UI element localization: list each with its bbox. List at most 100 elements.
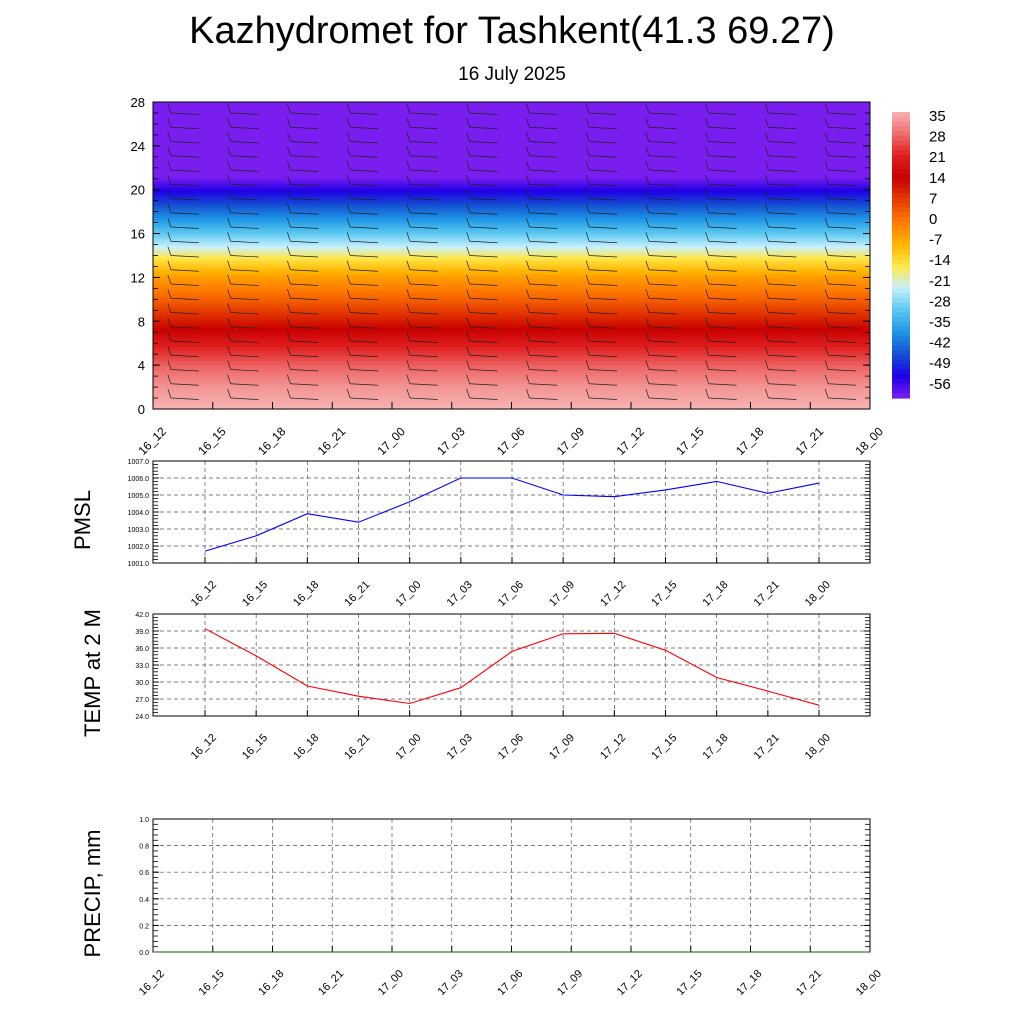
- heatmap-band: [153, 163, 870, 167]
- wind-barb-shaft: [170, 112, 199, 115]
- colorbar-swatch: [892, 393, 910, 399]
- wind-barb-flag: [645, 203, 650, 213]
- colorbar-swatch: [892, 340, 910, 347]
- wind-barb-flag: [824, 175, 829, 185]
- wind-barb-shaft: [290, 141, 319, 144]
- heatmap-band: [153, 165, 870, 170]
- wind-barb-flag: [167, 303, 172, 313]
- wind-barb-shaft: [350, 212, 379, 215]
- wind-barb-shaft: [170, 141, 199, 144]
- wind-barb: [227, 317, 259, 329]
- wind-barb-shaft: [290, 283, 319, 286]
- wind-barb-flag: [406, 388, 411, 399]
- heatmap-band: [153, 250, 870, 254]
- wind-barb-shaft: [828, 141, 857, 144]
- wind-barb: [526, 317, 558, 329]
- wind-barb: [466, 175, 498, 187]
- wind-barb-flag: [765, 374, 769, 384]
- heatmap-band: [153, 155, 870, 159]
- wind-barb-shaft: [469, 369, 498, 372]
- heatmap-band: [153, 125, 870, 129]
- wind-barb: [645, 132, 677, 144]
- wind-barb-flag: [765, 175, 769, 185]
- wind-barb-flag: [227, 132, 231, 142]
- wind-barb: [824, 360, 857, 372]
- wind-barb: [287, 388, 319, 400]
- wind-barb-shaft: [350, 354, 379, 358]
- heatmap-band: [153, 270, 870, 275]
- wind-barb-flag: [765, 146, 769, 156]
- colorbar-swatch: [892, 374, 910, 380]
- wind-barb-shaft: [828, 255, 857, 258]
- wind-barb-flag: [705, 374, 709, 384]
- wind-barb-flag: [645, 132, 650, 142]
- wind-barb-flag: [406, 303, 411, 313]
- wind-barb: [287, 103, 319, 115]
- wind-barb-flag: [824, 103, 829, 114]
- wind-barb-flag: [406, 331, 411, 342]
- wind-barb: [287, 331, 319, 343]
- heatmap-x-tick-label: 17_09: [554, 424, 588, 458]
- heatmap-band: [153, 301, 870, 305]
- wind-barb-flag: [346, 189, 351, 199]
- colorbar-label: -7: [929, 232, 942, 249]
- wind-barb-shaft: [648, 141, 677, 144]
- wind-barb-shaft: [469, 383, 498, 386]
- wind-barb-flag: [765, 346, 769, 356]
- heatmap-band: [153, 181, 870, 185]
- wind-barb: [526, 303, 558, 315]
- heatmap-band: [153, 383, 870, 387]
- wind-barb-flag: [765, 274, 769, 285]
- wind-barb-shaft: [648, 312, 677, 315]
- wind-barb: [466, 317, 498, 329]
- wind-barb: [585, 118, 618, 130]
- wind-barb: [824, 232, 857, 244]
- precip-x-tick-label: 17_03: [436, 968, 466, 998]
- heatmap-band: [153, 357, 870, 361]
- wind-barb: [227, 260, 259, 272]
- wind-barb: [526, 217, 558, 229]
- wind-barb-flag: [585, 346, 590, 356]
- wind-barb: [167, 246, 199, 258]
- wind-barb: [645, 260, 677, 272]
- heatmap-band: [153, 337, 870, 341]
- wind-barb-flag: [406, 132, 411, 142]
- colorbar-label: 28: [929, 129, 946, 146]
- wind-barb-flag: [167, 103, 172, 114]
- wind-barb: [227, 132, 259, 144]
- wind-barb-shaft: [648, 212, 677, 215]
- pmsl-x-tick-label: 17_21: [752, 579, 782, 609]
- wind-barb-shaft: [230, 383, 259, 386]
- colorbar-swatch: [892, 173, 910, 180]
- wind-barb-shaft: [230, 326, 259, 329]
- precip-x-tick-label: 17_15: [675, 968, 705, 998]
- wind-barb-flag: [346, 232, 351, 242]
- heatmap-x-tick-label: 16_18: [255, 424, 289, 458]
- wind-barb-flag: [406, 317, 411, 327]
- wind-barb-flag: [824, 303, 829, 313]
- heatmap-band: [153, 391, 870, 395]
- wind-barb-shaft: [170, 369, 199, 372]
- wind-barb: [705, 160, 737, 172]
- wind-barb-shaft: [708, 212, 737, 215]
- wind-barb: [824, 346, 857, 358]
- heatmap-band: [153, 107, 870, 111]
- wind-barb: [824, 289, 857, 301]
- wind-barb-shaft: [170, 240, 199, 244]
- wind-barb: [287, 232, 319, 244]
- wind-barb-flag: [765, 360, 769, 370]
- wind-barb: [287, 175, 319, 187]
- heatmap-band: [153, 158, 870, 162]
- wind-barb-flag: [466, 175, 470, 185]
- wind-barb-shaft: [350, 383, 379, 386]
- wind-barb-flag: [466, 246, 470, 256]
- wind-barb-flag: [406, 103, 411, 114]
- wind-barb-flag: [705, 346, 709, 356]
- wind-barb: [406, 388, 438, 400]
- heatmap-band: [153, 196, 870, 200]
- wind-barb-flag: [167, 203, 172, 213]
- wind-barb: [346, 274, 379, 286]
- pmsl-x-tick-label: 17_18: [700, 579, 730, 609]
- wind-barb-flag: [705, 232, 709, 242]
- wind-barb-shaft: [350, 155, 379, 158]
